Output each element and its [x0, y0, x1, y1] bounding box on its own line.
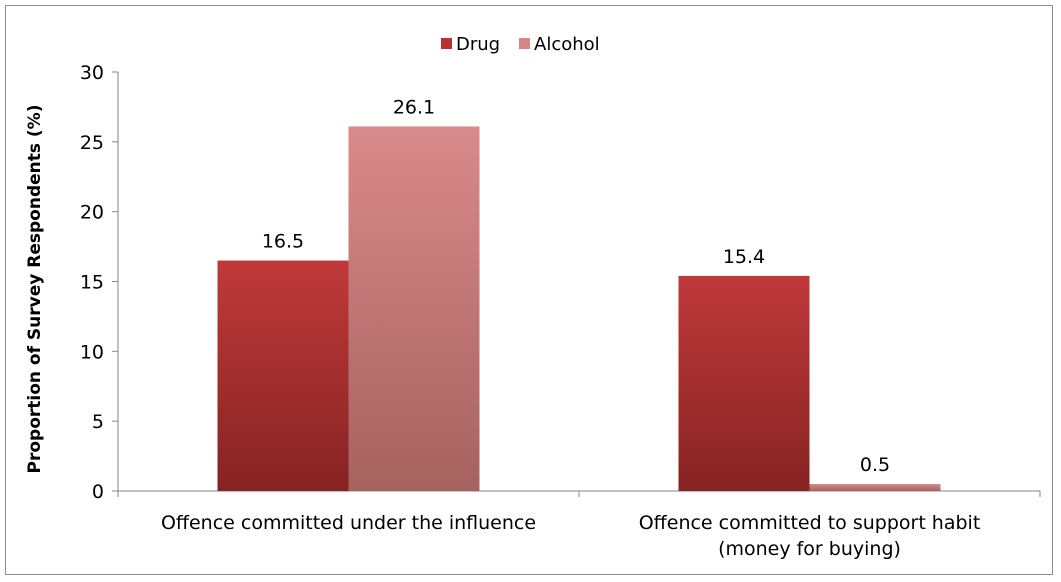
y-tick-label: 20 [80, 202, 104, 224]
y-tick-label: 10 [80, 341, 104, 363]
category-labels: Offence committed under the influence Off… [161, 512, 980, 560]
y-tick-label: 5 [92, 411, 104, 433]
data-label-alcohol-0: 26.1 [393, 96, 435, 118]
legend-label-drug: Drug [456, 34, 500, 55]
legend-label-alcohol: Alcohol [534, 34, 600, 55]
data-label-drug-1: 15.4 [723, 246, 765, 268]
bar-drug-0 [217, 260, 349, 491]
category-label: (money for buying) [718, 538, 901, 560]
y-axis-title: Proportion of Survey Respondents (%) [25, 105, 45, 474]
legend: Drug Alcohol [441, 34, 600, 55]
bar-alcohol-0 [348, 126, 480, 491]
y-tick-label: 15 [80, 272, 104, 294]
bar-alcohol-1 [809, 484, 941, 491]
category-label: Offence committed to support habit [639, 512, 981, 534]
y-tick-label: 25 [80, 132, 104, 154]
data-label-alcohol-1: 0.5 [860, 454, 890, 476]
y-tick-label: 0 [92, 481, 104, 503]
legend-swatch-alcohol [519, 38, 530, 49]
category-label: Offence committed under the influence [161, 512, 536, 534]
bar-drug-1 [678, 275, 810, 491]
bars [217, 126, 941, 491]
data-label-drug-0: 16.5 [262, 231, 304, 253]
y-tick-label: 30 [80, 62, 104, 84]
legend-swatch-drug [441, 38, 452, 49]
data-labels: 16.5 26.1 15.4 0.5 [262, 96, 890, 476]
chart-frame [5, 5, 1053, 575]
